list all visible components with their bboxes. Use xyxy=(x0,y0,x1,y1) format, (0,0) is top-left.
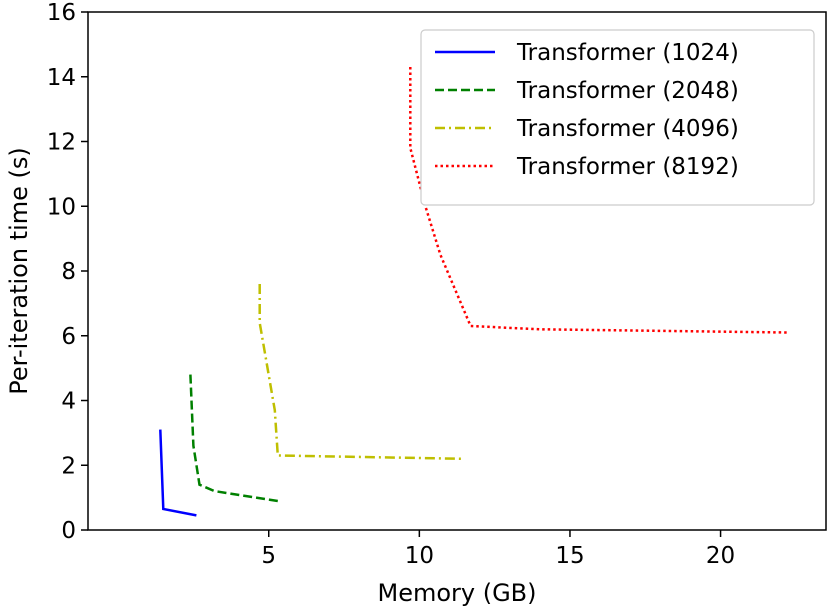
legend-entry-1: Transformer (1024) xyxy=(516,40,739,66)
y-axis-label: Per-iteration time (s) xyxy=(5,147,33,394)
y-tick-label: 6 xyxy=(61,324,76,350)
legend: Transformer (1024) Transformer (2048) Tran… xyxy=(420,29,815,206)
legend-entry-4: Transformer (8192) xyxy=(516,154,739,180)
series-layer xyxy=(159,67,787,517)
legend-frame xyxy=(420,29,815,206)
x-axis-ticks: 5 10 15 20 xyxy=(261,530,735,569)
y-tick-label: 2 xyxy=(61,453,76,479)
y-axis-ticks: 0 2 4 6 8 10 12 14 16 xyxy=(47,0,88,544)
legend-entry-3: Transformer (4096) xyxy=(516,116,739,142)
x-tick-label: 15 xyxy=(555,543,584,569)
x-tick-label: 20 xyxy=(706,543,735,569)
x-tick-label: 5 xyxy=(261,543,276,569)
y-tick-label: 16 xyxy=(47,0,76,26)
y-tick-label: 4 xyxy=(61,389,76,415)
series-line-1 xyxy=(159,429,197,517)
x-axis-label: Memory (GB) xyxy=(377,579,536,607)
y-tick-label: 10 xyxy=(47,194,76,220)
y-tick-label: 0 xyxy=(61,518,76,544)
y-tick-label: 8 xyxy=(61,259,76,285)
y-tick-label: 14 xyxy=(47,65,76,91)
series-line-3 xyxy=(258,284,465,461)
y-tick-label: 12 xyxy=(47,130,76,156)
x-tick-label: 10 xyxy=(405,543,434,569)
legend-entry-2: Transformer (2048) xyxy=(516,78,739,104)
series-line-2 xyxy=(189,374,281,503)
